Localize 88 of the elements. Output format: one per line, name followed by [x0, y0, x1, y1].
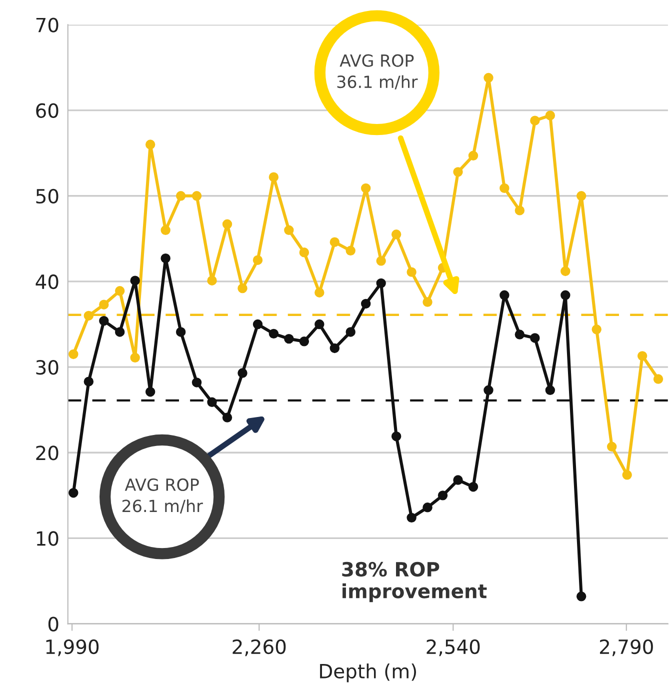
point — [500, 183, 510, 194]
y-tick-label: 60 — [36, 103, 58, 118]
y-tick-label: 70 — [36, 18, 58, 32]
point — [406, 267, 416, 277]
point — [314, 288, 324, 298]
y-tick-label: 0 — [48, 616, 58, 632]
point — [192, 378, 202, 388]
point — [453, 167, 463, 177]
point — [360, 183, 371, 194]
point — [207, 276, 217, 286]
point — [346, 327, 356, 337]
x-tick-label: 2,790 — [600, 639, 653, 656]
point — [346, 246, 356, 256]
point — [545, 385, 556, 396]
point — [192, 191, 202, 201]
y-tick-label: 30 — [36, 360, 58, 375]
point — [545, 110, 556, 120]
point — [576, 191, 586, 201]
point — [391, 432, 402, 442]
point — [145, 140, 156, 150]
point — [514, 206, 525, 216]
point — [592, 324, 602, 334]
point — [268, 172, 279, 182]
point — [176, 327, 186, 337]
point — [130, 276, 140, 286]
x-tick-label: 2,540 — [426, 639, 480, 656]
point — [530, 333, 540, 343]
point — [406, 512, 416, 523]
y-tick-label: 50 — [36, 188, 58, 204]
point — [238, 283, 248, 294]
point — [284, 225, 294, 235]
point — [330, 237, 340, 247]
point — [84, 376, 94, 386]
point — [422, 502, 432, 512]
point — [484, 72, 494, 83]
x-tick-label: 1,990 — [46, 639, 99, 656]
point — [576, 592, 586, 602]
point — [160, 225, 170, 235]
point — [99, 300, 109, 310]
point — [560, 266, 570, 276]
point — [252, 319, 263, 330]
point — [514, 330, 525, 340]
point — [299, 336, 310, 346]
point — [530, 116, 540, 126]
point — [68, 349, 78, 360]
y-tick-label: 10 — [36, 531, 58, 546]
point — [238, 368, 248, 378]
point — [268, 328, 279, 339]
x-axis-title: Depth (m) — [320, 663, 416, 682]
point — [622, 470, 632, 480]
point — [284, 334, 294, 344]
point — [376, 256, 386, 266]
point — [314, 319, 324, 330]
point — [500, 290, 510, 300]
point — [176, 191, 186, 201]
point — [145, 387, 156, 397]
point — [484, 385, 494, 396]
point — [468, 482, 478, 492]
point — [222, 412, 232, 422]
point — [160, 254, 170, 264]
annotation: AVG ROP 36.1 m/hr — [337, 54, 418, 90]
point — [252, 255, 263, 265]
point — [438, 490, 448, 500]
point — [114, 286, 125, 296]
x-tick-label: 2,260 — [232, 639, 286, 656]
point — [606, 442, 617, 452]
y-tick-label: 40 — [36, 274, 58, 290]
point — [99, 316, 109, 326]
point — [653, 374, 664, 384]
point — [376, 278, 386, 288]
point — [360, 298, 371, 309]
point — [130, 352, 140, 362]
point — [330, 343, 340, 354]
point — [68, 488, 78, 498]
point — [391, 230, 402, 240]
point — [453, 475, 463, 485]
point — [468, 150, 478, 161]
y-tick-label: 20 — [36, 446, 58, 460]
annotation: 38% ROP improvement — [342, 562, 487, 602]
point — [222, 219, 232, 229]
point — [84, 310, 94, 321]
point — [637, 351, 648, 361]
point — [207, 397, 217, 408]
point — [299, 248, 310, 258]
annotation: AVG ROP 26.1 m/hr — [122, 478, 203, 514]
point — [422, 297, 432, 307]
point — [114, 327, 125, 337]
point — [560, 290, 570, 300]
